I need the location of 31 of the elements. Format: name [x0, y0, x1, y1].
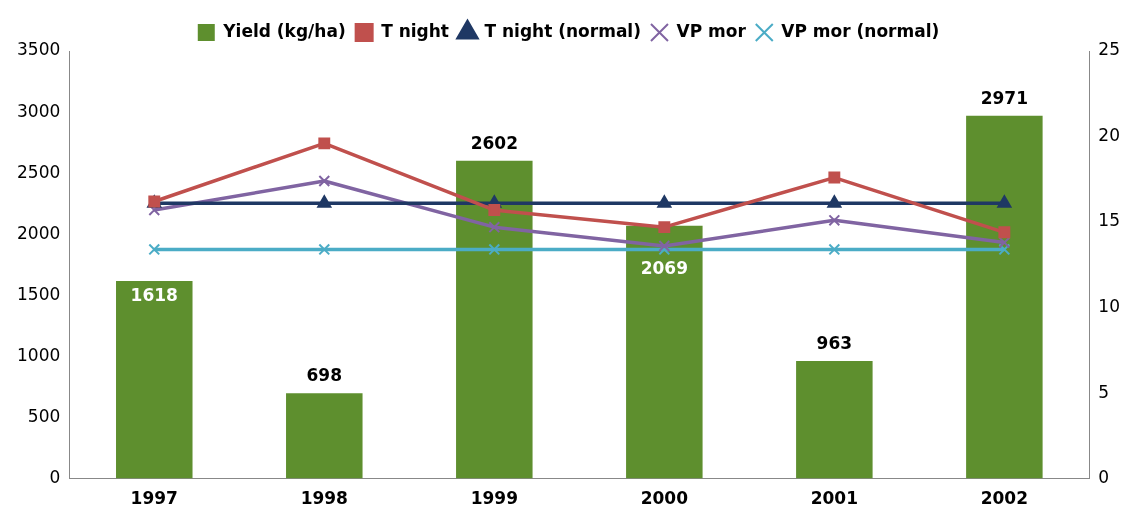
legend-label: VP mor [676, 20, 747, 41]
y-tick-label: 3500 [17, 39, 61, 60]
legend-label: Yield (kg/ha) [222, 20, 346, 41]
data-label: 2971 [980, 87, 1029, 108]
x-tick-label: 1999 [470, 488, 518, 509]
y2-tick-label: 5 [1098, 381, 1110, 402]
x-tick-label: 2000 [640, 488, 689, 509]
y-tick-label: 1500 [17, 283, 61, 304]
y-tick-label: 2000 [17, 222, 61, 243]
x-tick-label: 1997 [130, 488, 178, 509]
data-label: 2602 [470, 132, 518, 153]
data-label: 698 [306, 365, 343, 386]
data-label: 2069 [640, 257, 688, 278]
data-label: 963 [816, 332, 853, 353]
legend-label: VP mor (normal) [781, 20, 940, 41]
y2-tick-label: 10 [1098, 295, 1121, 316]
y2-tick-label: 15 [1098, 210, 1121, 231]
x-tick-label: 1998 [300, 488, 348, 509]
legend-label: T night [381, 20, 449, 41]
y-tick-label: 500 [27, 405, 61, 426]
y2-tick-label: 25 [1098, 39, 1121, 60]
y2-tick-label: 0 [1098, 467, 1110, 488]
legend-label: T night (normal) [484, 20, 641, 41]
y-tick-label: 3000 [17, 100, 61, 121]
y-tick-label: 2500 [17, 161, 61, 182]
x-tick-label: 2002 [980, 488, 1029, 509]
data-label: 1618 [130, 284, 178, 305]
x-tick-label: 2001 [810, 488, 859, 509]
y2-tick-label: 20 [1098, 124, 1121, 145]
y-tick-label: 1000 [17, 344, 61, 365]
y-tick-label: 0 [49, 467, 61, 488]
